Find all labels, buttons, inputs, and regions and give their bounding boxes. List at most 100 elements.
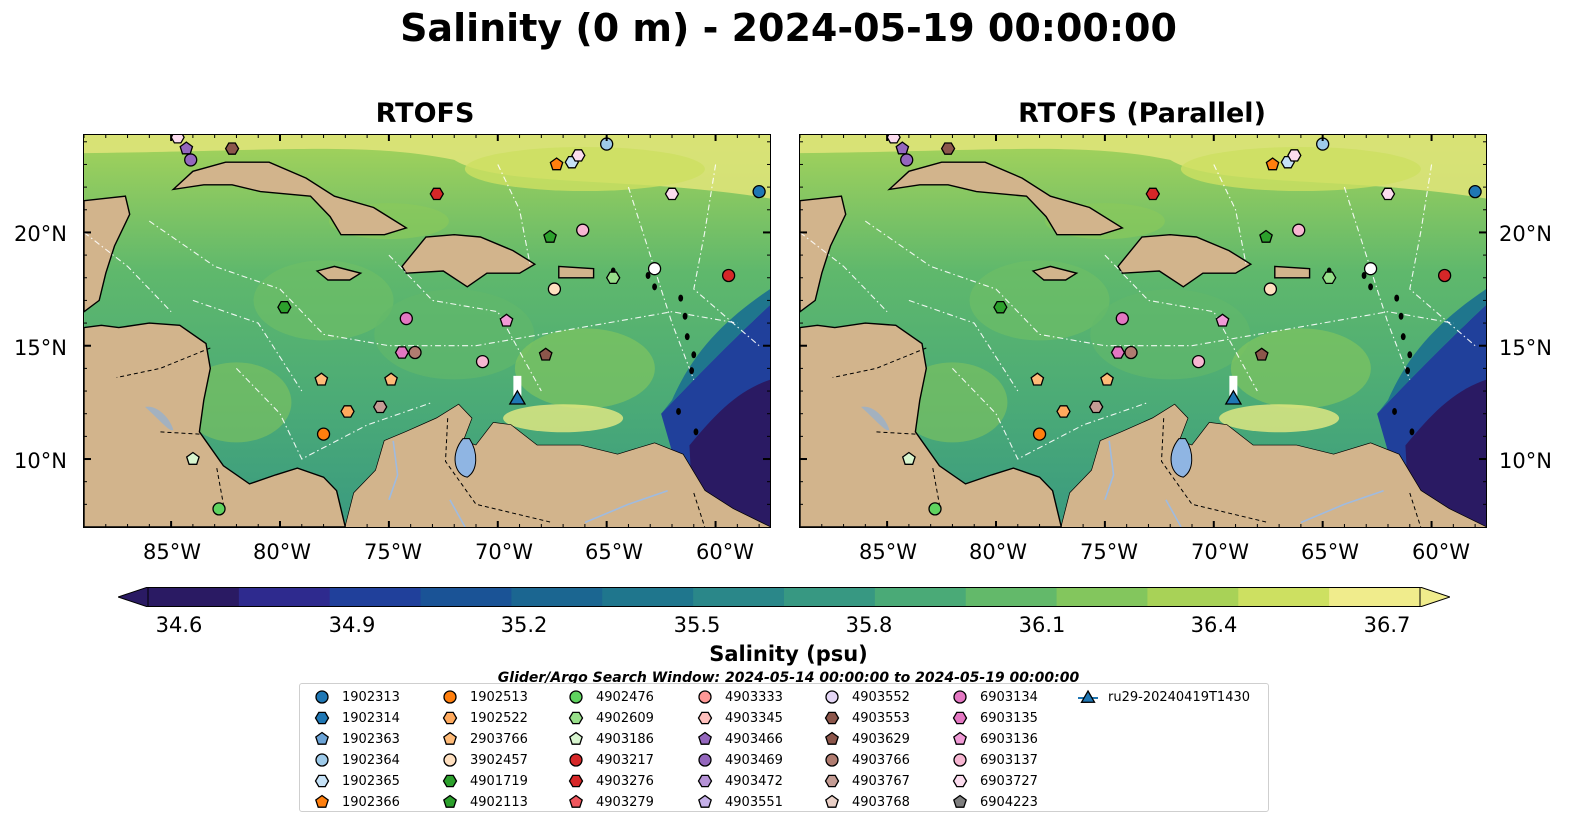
colorbar-segment <box>1056 587 1148 607</box>
land-hispaniola <box>1117 233 1253 288</box>
legend-item: 1902363 <box>312 729 400 749</box>
high-salinity-region <box>1180 146 1421 191</box>
legend-symbol <box>953 794 967 808</box>
legend-item: 4903768 <box>822 792 910 812</box>
legend-item: 2903766 <box>440 729 528 749</box>
float-marker <box>1468 184 1482 199</box>
float-marker <box>1191 354 1206 369</box>
float-marker <box>1321 271 1337 285</box>
legend-label: 4903217 <box>596 752 654 768</box>
legend-label: 4902609 <box>596 710 654 726</box>
legend-label: 4903766 <box>852 752 910 768</box>
legend-symbol <box>953 690 967 704</box>
legend-marker <box>952 774 968 788</box>
lat-label-10n-left: 10°N <box>14 449 67 473</box>
float-marker <box>647 262 662 276</box>
legend-label: 4902113 <box>470 794 528 810</box>
float-marker <box>499 313 514 327</box>
float-marker <box>372 400 388 414</box>
float-marker <box>1215 313 1230 327</box>
map-panel-rtofs[interactable] <box>83 134 771 528</box>
land-south-america <box>345 404 770 527</box>
colorbar-segment <box>874 587 967 607</box>
eez-boundary <box>148 220 738 347</box>
legend-label: 4903552 <box>852 689 910 705</box>
search-window-text: Glider/Argo Search Window: 2024-05-14 00… <box>497 670 1080 684</box>
legend-label: 4903469 <box>725 752 783 768</box>
legend-label: ru29-20240419T1430 <box>1108 689 1251 705</box>
legend-item: 4903552 <box>822 687 910 707</box>
island <box>1409 428 1415 436</box>
eez-boundary <box>1213 164 1247 267</box>
legend-item: 4902609 <box>566 708 654 728</box>
legend-marker <box>569 753 583 767</box>
float-marker <box>475 354 490 369</box>
float-marker <box>316 427 331 441</box>
float-marker <box>184 153 198 167</box>
coastal-plume <box>503 404 624 433</box>
high-salinity-region <box>464 146 705 191</box>
colorbar-segment <box>148 587 240 607</box>
salinity-map <box>800 135 1486 527</box>
salinity-patch <box>1230 328 1371 409</box>
float-marker <box>1145 187 1161 201</box>
legend-item: 6903137 <box>950 750 1038 770</box>
float-marker <box>752 184 766 199</box>
legend-label: 4903472 <box>725 773 783 789</box>
legend-label: 6903134 <box>980 689 1038 705</box>
legend-marker <box>442 711 458 725</box>
colorbar-graphic <box>116 586 1452 608</box>
float-marker <box>212 502 226 516</box>
legend-symbol <box>569 731 583 745</box>
float-marker <box>224 142 240 155</box>
float-marker <box>429 187 445 201</box>
salinity-patch <box>969 260 1110 341</box>
eez-boundary <box>1409 164 1476 347</box>
lon-label-60w-right: 60°W <box>1412 540 1470 564</box>
legend-marker <box>443 731 457 745</box>
river <box>584 489 668 524</box>
legend-item: 1902513 <box>440 687 528 707</box>
legend-item: 4903466 <box>695 729 783 749</box>
legend-item: 1902365 <box>312 771 400 791</box>
salinity-map <box>84 135 770 527</box>
legend-label: 4903279 <box>596 794 654 810</box>
lake-maracaibo <box>454 438 477 478</box>
legend-symbol <box>698 731 712 745</box>
colorbar-segment <box>602 587 694 607</box>
salinity-patch <box>181 362 292 443</box>
map-panel-rtofs-parallel[interactable] <box>799 134 1487 528</box>
legend-symbol <box>698 690 712 704</box>
float-marker <box>543 229 557 243</box>
legend-symbol <box>697 774 713 788</box>
legend-symbol <box>1080 689 1096 703</box>
legend-label: 1902363 <box>342 731 400 747</box>
colorbar-label: Salinity (psu) <box>709 642 868 666</box>
island <box>1392 407 1397 415</box>
river <box>388 440 399 501</box>
glider-marker <box>508 389 527 405</box>
legend-marker <box>953 753 967 767</box>
lat-label-15n-left: 15°N <box>14 336 67 360</box>
legend-item: 6903134 <box>950 687 1038 707</box>
legend-item: 1902364 <box>312 750 400 770</box>
eez-boundary <box>693 164 760 347</box>
legend-label: 4903553 <box>852 710 910 726</box>
colorbar-extend-low <box>116 586 149 608</box>
colorbar-tick-label: 35.5 <box>673 613 721 637</box>
float-marker <box>901 451 916 465</box>
legend-label: 4903629 <box>852 731 910 747</box>
float-marker <box>886 135 901 144</box>
legend-item: 4903186 <box>566 729 654 749</box>
legend-marker <box>825 753 839 767</box>
legend-symbol <box>315 690 329 704</box>
island <box>1407 351 1413 359</box>
legend-label: 4903333 <box>725 689 783 705</box>
panel-title-rtofs: RTOFS <box>375 98 475 129</box>
lat-label-20n-right: 20°N <box>1499 222 1552 246</box>
legend-marker <box>568 711 584 725</box>
colorbar-tick-label: 34.6 <box>155 613 203 637</box>
legend-label: 4903276 <box>596 773 654 789</box>
salinity-patch <box>253 260 394 341</box>
legend-marker <box>953 731 967 745</box>
